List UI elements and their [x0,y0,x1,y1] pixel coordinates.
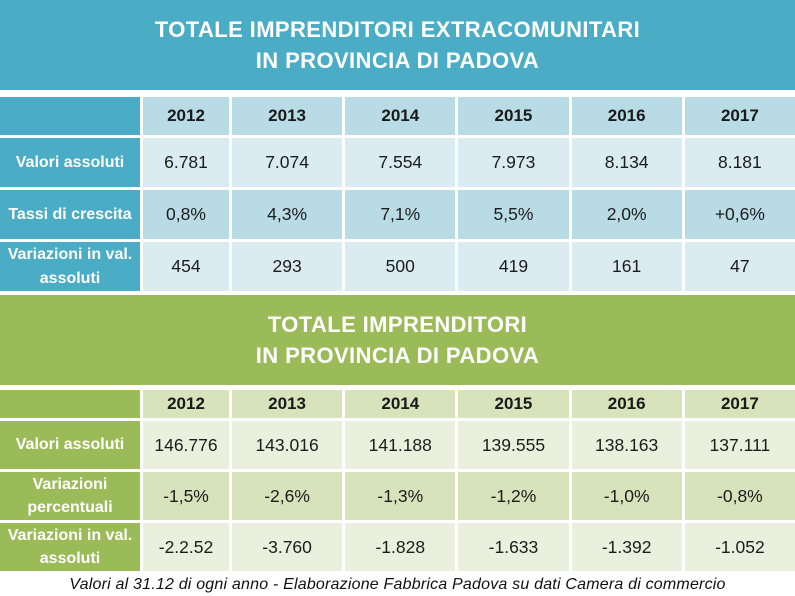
value-cell: 7,1% [345,190,456,239]
table2-corner-cell [0,390,140,418]
table1-year-header-row: 2012 2013 2014 2015 2016 2017 [0,97,795,135]
table2-title-line1: TOTALE IMPRENDITORI [267,312,528,337]
value-cell: 141.188 [345,421,456,469]
row-label-valori-assoluti: Valori assoluti [0,421,140,469]
value-cell: -0,8% [684,472,795,520]
value-cell: 6.781 [143,138,229,187]
table-extracomunitari: 2012 2013 2014 2015 2016 2017 Valori ass… [0,94,795,294]
table1-title-band: TOTALE IMPRENDITORI EXTRACOMUNITARI IN P… [0,0,795,90]
year-header-cell: 2016 [571,97,682,135]
table2-title-line2: IN PROVINCIA DI PADOVA [255,343,540,368]
year-header-cell: 2013 [232,390,343,418]
table-totale-imprenditori: 2012 2013 2014 2015 2016 2017 Valori ass… [0,387,795,574]
value-cell: -1.633 [458,523,569,571]
year-header-cell: 2014 [345,97,456,135]
year-header-cell: 2017 [684,390,795,418]
year-header-cell: 2016 [571,390,682,418]
value-cell: 500 [345,242,456,291]
value-cell: 47 [684,242,795,291]
value-cell: 7.554 [345,138,456,187]
table-row: Variazioni in val. assoluti -2.2.52 -3.7… [0,523,795,571]
value-cell: -1.828 [345,523,456,571]
value-cell: 0,8% [143,190,229,239]
year-header-cell: 2015 [458,97,569,135]
source-note: Valori al 31.12 di ogni anno - Elaborazi… [69,576,726,593]
value-cell: 139.555 [458,421,569,469]
year-header-cell: 2017 [684,97,795,135]
value-cell: 4,3% [232,190,343,239]
value-cell: -1,5% [143,472,229,520]
value-cell: 5,5% [458,190,569,239]
row-label-valori-assoluti: Valori assoluti [0,138,140,187]
row-label-variazioni-percentuali: Variazioni percentuali [0,472,140,520]
table-row: Variazioni percentuali -1,5% -2,6% -1,3%… [0,472,795,520]
value-cell: 161 [571,242,682,291]
value-cell: -3.760 [232,523,343,571]
year-header-cell: 2013 [232,97,343,135]
row-label-variazioni-val-assoluti: Variazioni in val. assoluti [0,523,140,571]
table-row: Valori assoluti 6.781 7.074 7.554 7.973 … [0,138,795,187]
row-label-tassi-di-crescita: Tassi di crescita [0,190,140,239]
table-row: Tassi di crescita 0,8% 4,3% 7,1% 5,5% 2,… [0,190,795,239]
value-cell: -1.392 [571,523,682,571]
value-cell: 8.181 [684,138,795,187]
value-cell: 454 [143,242,229,291]
table-row: Valori assoluti 146.776 143.016 141.188 … [0,421,795,469]
value-cell: -2,6% [232,472,343,520]
year-header-cell: 2012 [143,97,229,135]
value-cell: -2.2.52 [143,523,229,571]
value-cell: -1,3% [345,472,456,520]
value-cell: 7.973 [458,138,569,187]
table1-title-line2: IN PROVINCIA DI PADOVA [255,48,540,73]
year-header-cell: 2015 [458,390,569,418]
table2-title-band: TOTALE IMPRENDITORI IN PROVINCIA DI PADO… [0,295,795,385]
value-cell: 2,0% [571,190,682,239]
table1-title-line1: TOTALE IMPRENDITORI EXTRACOMUNITARI [154,17,641,42]
table1-corner-cell [0,97,140,135]
value-cell: 8.134 [571,138,682,187]
year-header-cell: 2014 [345,390,456,418]
value-cell: 146.776 [143,421,229,469]
value-cell: 138.163 [571,421,682,469]
row-label-variazioni-val-assoluti: Variazioni in val. assoluti [0,242,140,291]
value-cell: -1,2% [458,472,569,520]
table2-year-header-row: 2012 2013 2014 2015 2016 2017 [0,390,795,418]
table-row: Variazioni in val. assoluti 454 293 500 … [0,242,795,291]
value-cell: 7.074 [232,138,343,187]
year-header-cell: 2012 [143,390,229,418]
value-cell: 137.111 [684,421,795,469]
value-cell: 293 [232,242,343,291]
value-cell: +0,6% [684,190,795,239]
value-cell: 143.016 [232,421,343,469]
value-cell: -1,0% [571,472,682,520]
value-cell: 419 [458,242,569,291]
value-cell: -1.052 [684,523,795,571]
